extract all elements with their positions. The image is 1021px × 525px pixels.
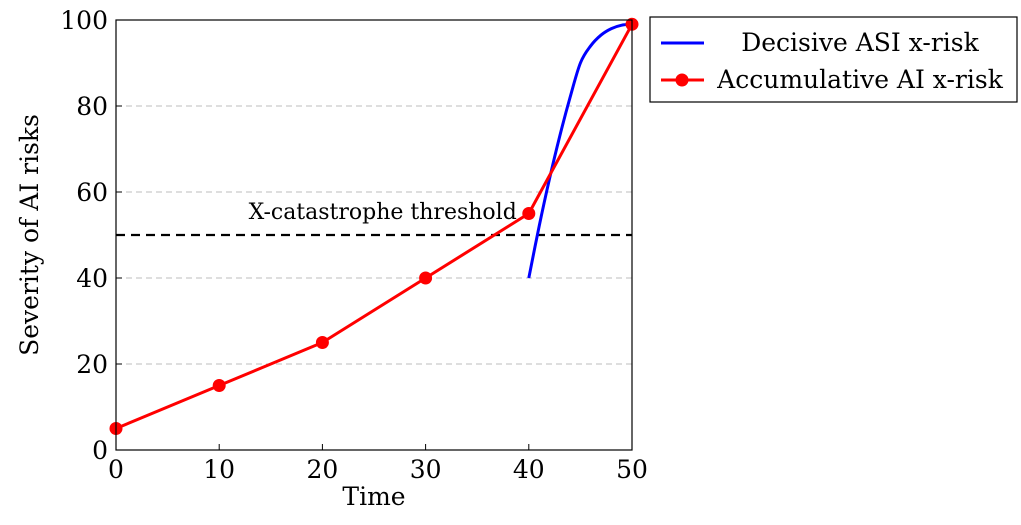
series-line [115,23,634,430]
x-tick-label: 20 [306,455,338,484]
x-tick-label: 0 [108,455,124,484]
y-tick-label: 0 [92,436,108,465]
y-tick-label: 60 [76,178,108,207]
legend-label: Decisive ASI x-risk [741,28,979,57]
data-point [419,271,433,285]
data-point [212,379,226,392]
legend-box [649,16,1018,103]
y-tick-label: 100 [60,6,108,35]
x-tick-label: 30 [410,455,442,484]
plot-frame [115,19,633,451]
x-tick-label: 10 [203,455,235,484]
legend-marker [675,73,689,87]
ticks-group: 0 10 20 30 40 50 0 20 40 60 80 100 [60,6,648,484]
x-tick-label: 40 [513,455,545,484]
data-point [315,336,329,349]
threshold-group: X-catastrophe threshold [116,200,632,237]
legend: Decisive ASI x-risk Accumulative AI x-ris… [649,16,1018,103]
series-2 [109,17,639,435]
threshold-label: X-catastrophe threshold [249,200,517,225]
series-line [527,22,633,279]
y-tick-label: 80 [76,92,108,121]
y-tick-label: 20 [76,350,108,379]
series-group [109,17,639,435]
data-point [522,207,536,220]
y-tick-label: 40 [76,264,108,293]
y-axis-title: Severity of AI risks [15,114,44,356]
series-1 [527,22,633,279]
legend-label: Accumulative AI x-risk [716,65,1004,94]
x-axis-title: Time [342,482,405,511]
x-tick-label: 50 [616,455,648,484]
